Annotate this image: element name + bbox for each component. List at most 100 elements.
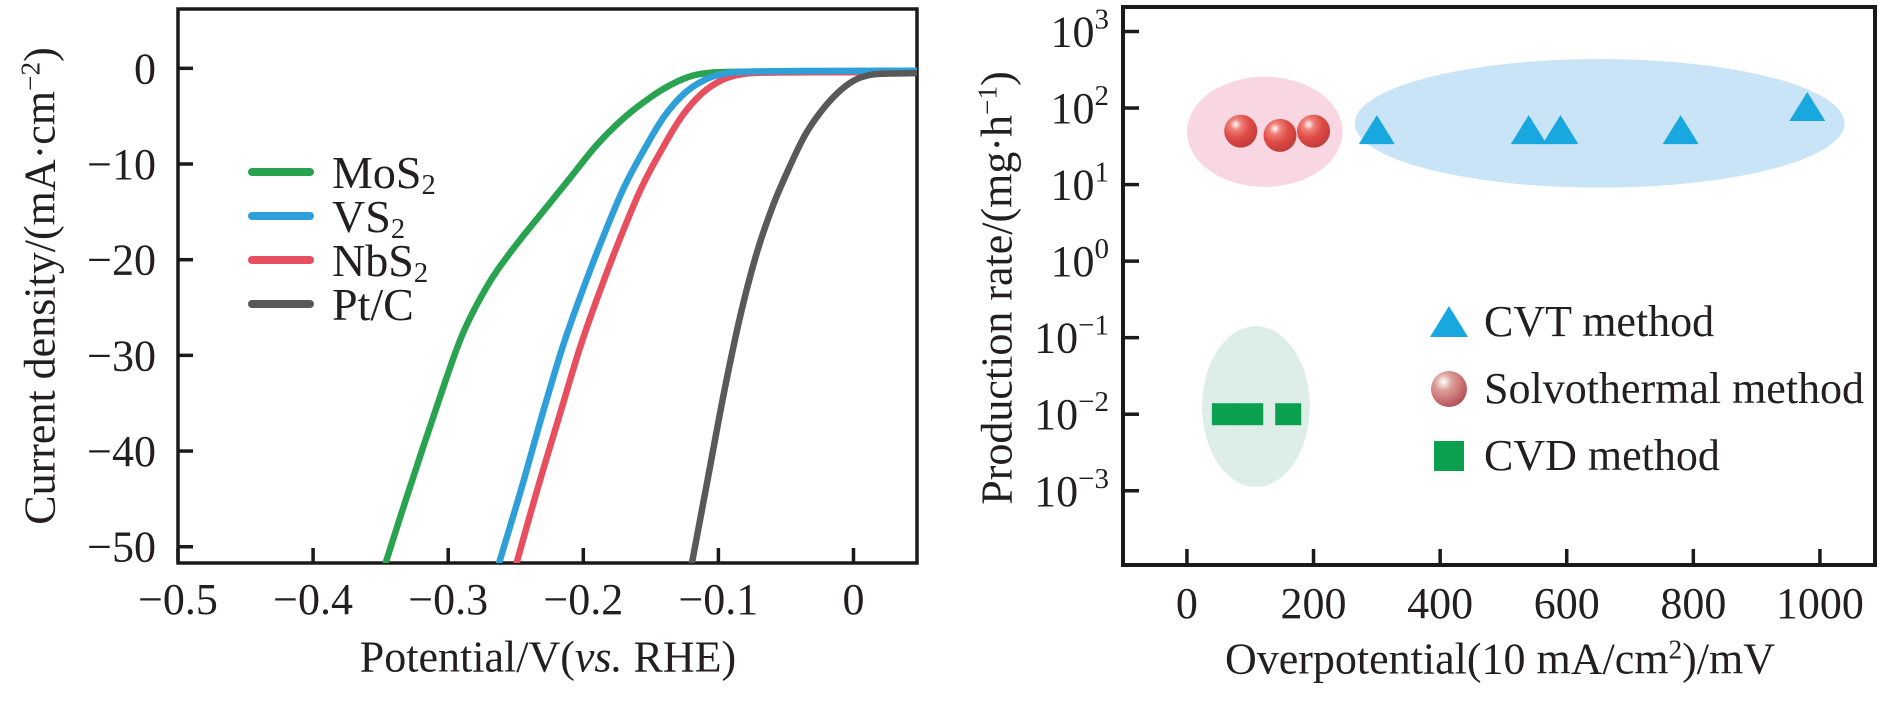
x-tick-label: 0 (843, 575, 865, 624)
legend-item-ptc: Pt/C (248, 279, 436, 330)
triangle-legend-marker-icon (1428, 306, 1470, 337)
legend-label-base: Pt/C (332, 278, 414, 330)
y-tick-base: 10 (1051, 161, 1095, 210)
sphere-legend-marker-icon (1428, 370, 1470, 407)
legend-label-base: MoS (332, 146, 422, 198)
y-tick-label: −30 (87, 331, 156, 380)
data-point-solvothermal-sphere (1297, 114, 1331, 148)
x-tick-label: 800 (1660, 579, 1726, 628)
left-x-axis-label: Potential/V(vs. RHE) (360, 632, 736, 683)
legend-label-subscript: 2 (390, 213, 406, 245)
right-x-axis-label-close: )/mV (1682, 634, 1776, 684)
y-tick-base: 10 (1051, 84, 1095, 133)
y-tick-exponent: −1 (1078, 310, 1109, 342)
y-tick-exponent: 2 (1095, 80, 1110, 112)
y-tick-label: 0 (134, 44, 156, 93)
left-line-chart: −0.5 −0.4 −0.3 −0.2 −0.1 0 0 −10 −20 −30 −40 −50 (87, 7, 919, 624)
data-point-cvt-triangle (1789, 92, 1826, 122)
y-tick-label: −40 (87, 427, 156, 476)
cvt-cluster-ellipse (1354, 59, 1845, 188)
legend-label-base: NbS (332, 234, 414, 286)
x-tick-label: −0.3 (408, 575, 488, 624)
x-tick-label: 400 (1407, 579, 1473, 628)
y-tick-exponent: 1 (1095, 157, 1110, 189)
right-y-axis-label: Production rate/(mg·h−1) (972, 71, 1023, 504)
y-tick-label: 10−2 (1034, 386, 1109, 439)
data-point-cvt-triangle (1510, 115, 1547, 145)
data-point-solvothermal-sphere (1224, 114, 1258, 148)
data-point-cvt-triangle (1542, 115, 1579, 145)
right-y-axis-label-text: Production rate/(mg·h (972, 114, 1022, 505)
legend-label: NbS2 (332, 234, 429, 289)
right-x-axis-label-text: Overpotential(10 mA/cm (1224, 634, 1669, 684)
y-tick-base: 10 (1034, 390, 1078, 439)
legend-label: Pt/C (332, 278, 414, 331)
x-tick-label: 200 (1281, 579, 1347, 628)
series-line-nbs2 (513, 68, 917, 563)
legend-item-square: CVD method (1428, 422, 1864, 489)
left-y-axis-label: Current density/(mA·cm−2) (15, 47, 66, 524)
x-tick-label: 0 (1176, 579, 1198, 628)
left-chart-legend: MoS2 VS2 NbS2 Pt/C (248, 147, 436, 330)
y-tick-label: −50 (87, 523, 156, 572)
triangle-icon (1430, 306, 1468, 337)
right-x-axis-label: Overpotential(10 mA/cm2)/mV (1225, 634, 1775, 685)
data-point-solvothermal-sphere (1263, 118, 1297, 152)
y-tick-label: 102 (1051, 80, 1110, 133)
data-point-cvd-square (1211, 403, 1238, 426)
y-tick-exponent: −2 (1078, 386, 1109, 418)
series-line-mos2 (382, 67, 917, 563)
right-y-axis-label-sup: −1 (972, 85, 1003, 115)
y-tick-exponent: −3 (1078, 463, 1109, 495)
legend-label: CVT method (1484, 297, 1715, 346)
y-tick-base: 10 (1034, 467, 1078, 516)
left-x-axis-label-close: RHE) (622, 632, 737, 682)
left-y-axis-label-close: ) (15, 47, 65, 62)
legend-label-subscript: 2 (421, 169, 436, 201)
data-point-cvd-square (1237, 403, 1264, 426)
legend-line-swatch (248, 168, 314, 176)
y-tick-label: −20 (87, 236, 156, 285)
x-tick-label: −0.2 (543, 575, 623, 624)
left-x-axis-label-text: Potential/V( (359, 632, 575, 682)
legend-label-base: VS (332, 190, 391, 242)
y-tick-label: 10−3 (1034, 463, 1109, 516)
y-tick-exponent: 3 (1095, 3, 1110, 35)
series-line-vs2 (495, 67, 917, 563)
legend-line-swatch (248, 212, 314, 220)
right-x-axis-label-sup: 2 (1668, 634, 1683, 665)
legend-item-triangle: CVT method (1428, 288, 1864, 355)
x-tick-label: −0.5 (138, 575, 218, 624)
y-tick-label: 103 (1051, 3, 1110, 56)
x-tick-label: 1000 (1776, 579, 1864, 628)
y-tick-label: 10−1 (1034, 310, 1109, 363)
y-tick-base: 10 (1034, 314, 1078, 363)
left-y-axis-label-sup: −2 (15, 61, 46, 91)
legend-line-swatch (248, 256, 314, 264)
y-tick-base: 10 (1051, 237, 1095, 286)
left-y-axis-label-text: Current density/(mA·cm (15, 90, 65, 525)
legend-label: CVD method (1484, 431, 1720, 480)
y-tick-base: 10 (1051, 7, 1095, 56)
legend-item-mos: MoS2 (248, 147, 436, 201)
right-chart-legend: CVT method Solvothermal method CVD method (1428, 288, 1864, 489)
y-tick-label: 101 (1051, 157, 1110, 210)
x-tick-label: −0.1 (678, 575, 758, 624)
left-plot-border (176, 7, 919, 565)
legend-label-subscript: 2 (413, 257, 429, 289)
legend-label: MoS2 (332, 146, 436, 201)
legend-label: Solvothermal method (1484, 364, 1865, 413)
left-x-axis-label-italic: vs. (574, 632, 623, 682)
data-point-cvt-triangle (1358, 115, 1395, 145)
legend-item-sphere: Solvothermal method (1428, 355, 1864, 422)
x-tick-label: −0.4 (273, 575, 353, 624)
y-tick-label: 100 (1051, 233, 1110, 286)
y-tick-label: −10 (87, 140, 156, 189)
data-point-cvt-triangle (1662, 115, 1699, 145)
legend-line-swatch (248, 300, 314, 308)
legend-item-vs: VS2 (248, 191, 436, 245)
square-legend-marker-icon (1428, 440, 1470, 471)
y-tick-exponent: 0 (1095, 233, 1110, 265)
square-icon (1434, 440, 1464, 471)
